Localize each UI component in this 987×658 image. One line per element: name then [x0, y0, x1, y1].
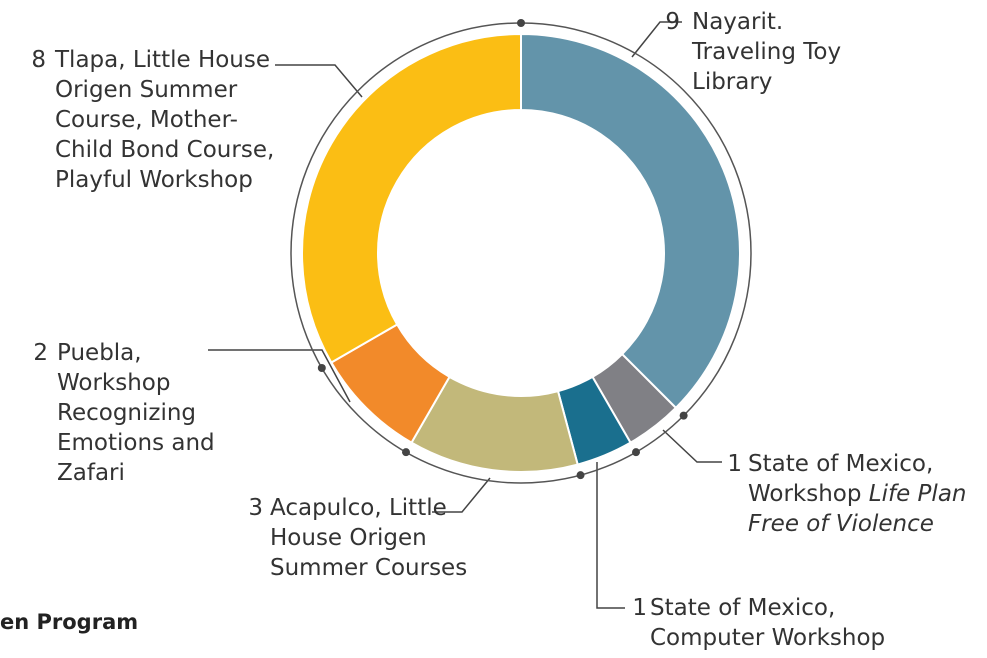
boundary-dot — [576, 471, 585, 480]
value-label: 8 — [31, 47, 46, 73]
leader-line — [631, 21, 682, 58]
category-label: Puebla, Workshop Recognizing Emotions an… — [57, 340, 215, 486]
category-label: State of Mexico, Workshop Life Plan Free… — [748, 449, 973, 539]
value-label: 3 — [248, 495, 263, 521]
boundary-dot — [317, 364, 326, 372]
footer-text: en Program — [0, 610, 139, 634]
value-label: 1 — [632, 595, 647, 621]
category-label: Nayarit. Traveling Toy Library — [692, 9, 842, 95]
donut-slice — [520, 32, 741, 410]
category-label: Acapulco, Little House Origen Summer Cou… — [270, 495, 468, 581]
donut-slice — [301, 32, 522, 364]
leader-line — [208, 349, 351, 403]
value-label: 1 — [727, 451, 742, 477]
value-label: 9 — [665, 9, 680, 35]
value-label: 2 — [33, 340, 48, 366]
leader-line — [275, 64, 363, 98]
leader-line — [662, 429, 722, 463]
leader-line — [596, 462, 625, 609]
boundary-dot — [517, 19, 525, 27]
label-emphasis: Life Plan Free of Violence — [748, 481, 967, 537]
label-text: State of Mexico, Workshop — [748, 451, 934, 507]
category-label: State of Mexico, Computer Workshop — [650, 595, 886, 651]
boundary-dot — [632, 448, 640, 457]
category-label: Tlapa, Little House Origen Summer Course… — [55, 47, 275, 193]
boundary-dot — [679, 411, 688, 420]
leader-line — [432, 477, 491, 513]
boundary-dot — [402, 448, 410, 457]
leader-lines — [208, 21, 722, 609]
